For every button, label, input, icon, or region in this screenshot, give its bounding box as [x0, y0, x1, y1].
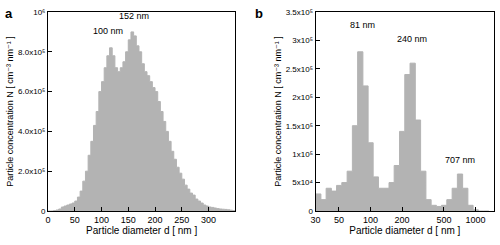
svg-text:81 nm: 81 nm — [350, 20, 375, 30]
svg-text:2x10⁵: 2x10⁵ — [292, 93, 313, 102]
svg-text:100: 100 — [363, 215, 378, 225]
svg-text:300: 300 — [201, 215, 216, 225]
svg-text:8.0x10⁵: 8.0x10⁵ — [18, 48, 45, 57]
svg-text:Particle concentration N [ cm⁻: Particle concentration N [ cm⁻³ nm⁻¹ ] — [273, 36, 283, 187]
svg-text:500: 500 — [436, 215, 451, 225]
svg-text:0: 0 — [41, 207, 46, 216]
svg-text:30: 30 — [311, 215, 321, 225]
svg-text:50: 50 — [334, 215, 344, 225]
svg-text:b: b — [255, 6, 263, 21]
svg-text:3x10⁵: 3x10⁵ — [292, 36, 313, 45]
svg-text:1.5x10⁵: 1.5x10⁵ — [286, 122, 313, 131]
svg-text:50: 50 — [70, 215, 80, 225]
svg-text:0: 0 — [45, 215, 50, 225]
svg-text:Particle diameter d [ nm ]: Particle diameter d [ nm ] — [349, 225, 460, 236]
svg-text:6.0x10⁵: 6.0x10⁵ — [18, 87, 45, 96]
svg-text:4.0x10⁵: 4.0x10⁵ — [18, 127, 45, 136]
svg-text:10⁶: 10⁶ — [33, 8, 45, 17]
svg-text:Particle concentration N [ cm⁻: Particle concentration N [ cm⁻³ nm⁻¹ ] — [5, 36, 15, 187]
svg-text:5x10⁴: 5x10⁴ — [292, 178, 313, 187]
svg-text:150: 150 — [121, 215, 136, 225]
svg-text:0: 0 — [309, 207, 314, 216]
svg-text:2.0x10⁵: 2.0x10⁵ — [18, 167, 45, 176]
svg-text:2.5x10⁵: 2.5x10⁵ — [286, 65, 313, 74]
svg-text:707 nm: 707 nm — [445, 155, 475, 165]
svg-text:240 nm: 240 nm — [397, 34, 427, 44]
svg-text:1x10⁵: 1x10⁵ — [292, 150, 313, 159]
svg-text:a: a — [5, 6, 13, 21]
svg-text:100: 100 — [94, 215, 109, 225]
svg-text:100 nm: 100 nm — [93, 26, 123, 36]
svg-text:200: 200 — [395, 215, 410, 225]
svg-text:Particle diameter d [ nm ]: Particle diameter d [ nm ] — [86, 225, 197, 236]
svg-text:3.5x10⁵: 3.5x10⁵ — [286, 8, 313, 17]
svg-text:200: 200 — [148, 215, 163, 225]
svg-text:1000: 1000 — [465, 215, 485, 225]
svg-text:250: 250 — [174, 215, 189, 225]
svg-text:152 nm: 152 nm — [119, 11, 149, 21]
